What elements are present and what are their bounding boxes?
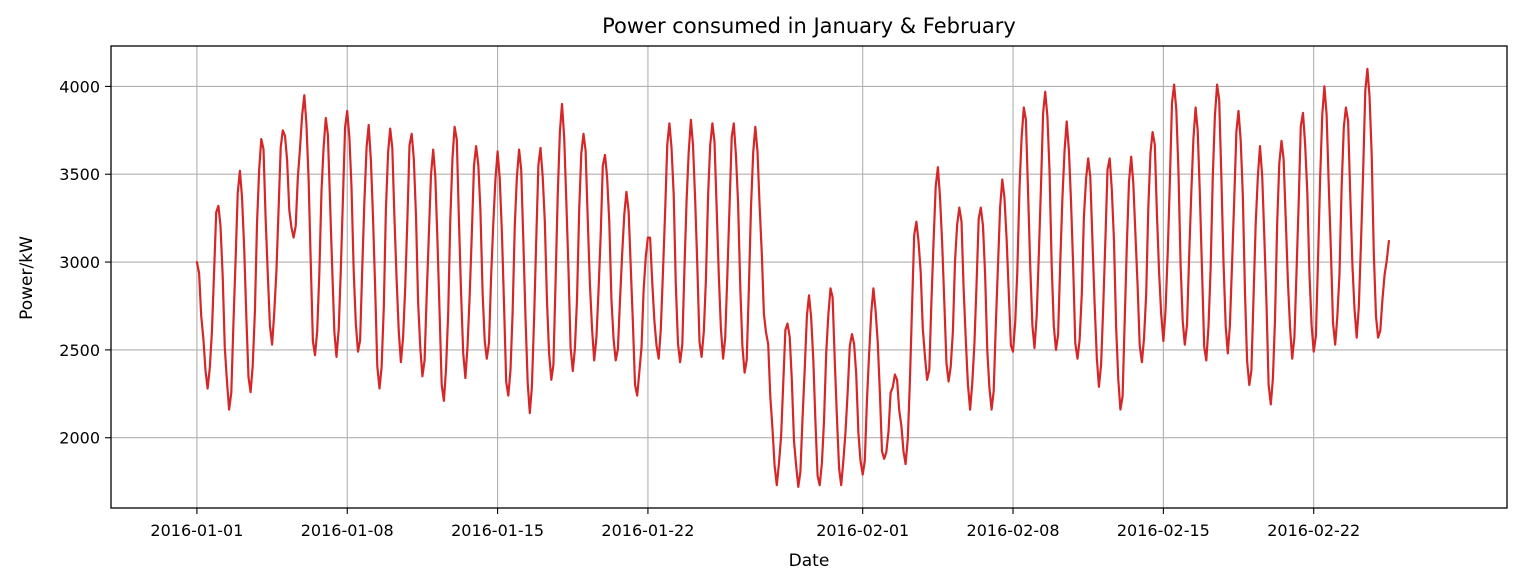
x-tick-label: 2016-01-22 [601,521,694,540]
chart-title: Power consumed in January & February [602,14,1016,38]
x-tick-label: 2016-02-22 [1267,521,1360,540]
series-layer [195,67,1391,488]
y-tick-label: 2500 [59,341,100,360]
x-tick-label: 2016-02-08 [967,521,1060,540]
x-tick-label: 2016-01-01 [150,521,243,540]
x-tick-label: 2016-01-15 [451,521,544,540]
y-axis-label: Power/kW [17,236,37,320]
y-tick-label: 3000 [59,253,100,272]
x-tick-label: 2016-02-15 [1117,521,1210,540]
x-tick-label: 2016-02-01 [816,521,909,540]
y-tick-label: 2000 [59,429,100,448]
plot-frame [110,45,1508,509]
series-line-0 [195,67,1391,488]
grid-lines [111,46,1507,508]
y-tick-label: 3500 [59,165,100,184]
x-axis-label: Date [789,551,830,571]
x-tick-label: 2016-01-08 [301,521,394,540]
y-tick-label: 4000 [59,77,100,96]
axis-ticks: 2016-01-01 2016-01-08 2016-01-15 2016-01-22… [59,77,1360,540]
